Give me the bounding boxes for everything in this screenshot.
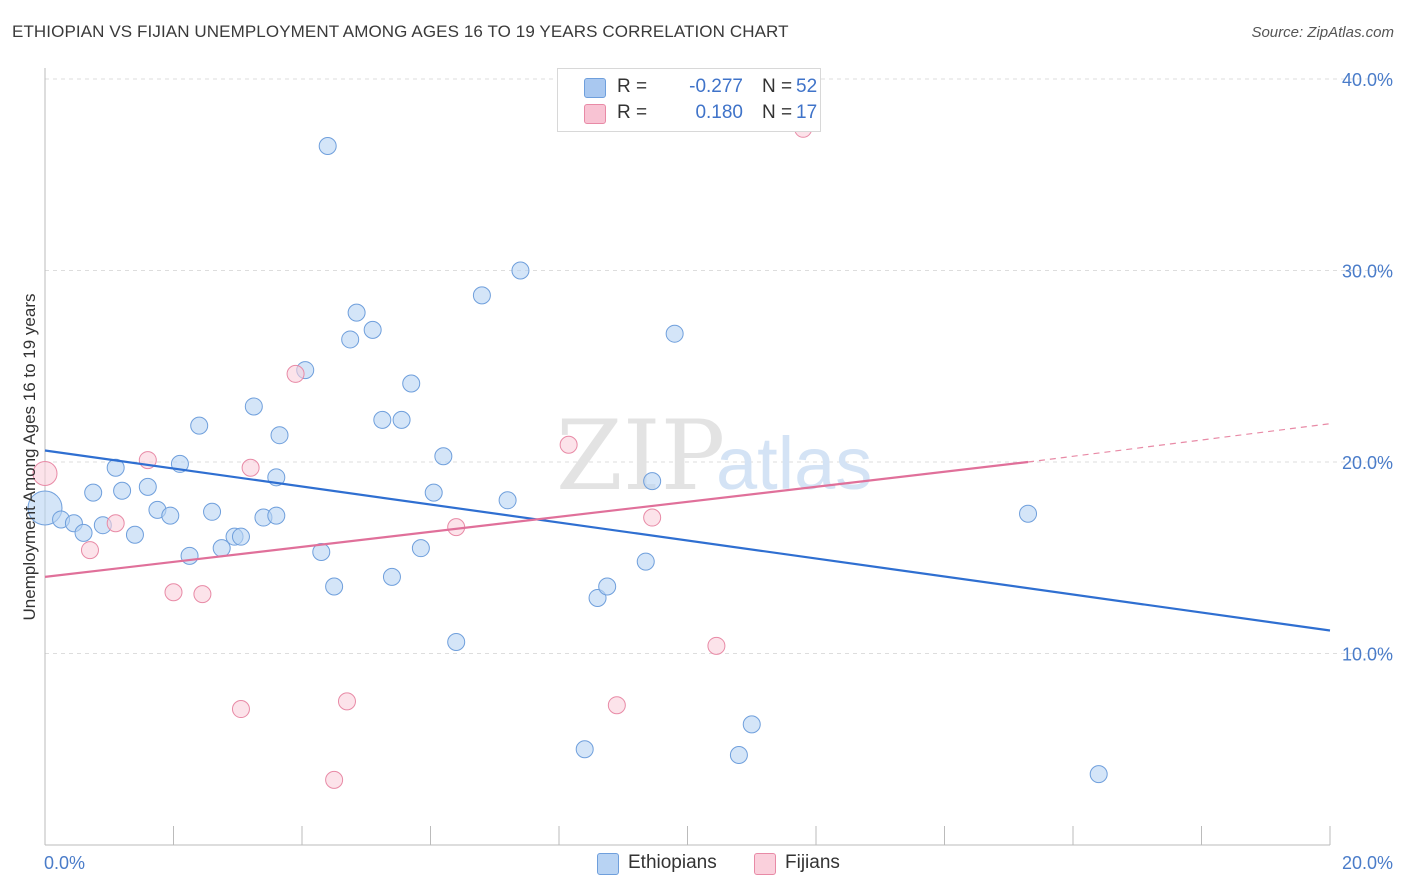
ethiopian-point	[575, 740, 594, 759]
fijian-point	[337, 692, 356, 711]
ethiopian-point	[161, 506, 180, 525]
series-label-ethiopians: Ethiopians	[628, 852, 717, 873]
fijian-point	[164, 583, 183, 602]
chart-title: ETHIOPIAN VS FIJIAN UNEMPLOYMENT AMONG A…	[12, 22, 789, 41]
legend-swatch-fijians	[584, 104, 606, 124]
legend-swatch-ethiopians	[584, 78, 606, 98]
y-tick-label: 10.0%	[1342, 645, 1393, 665]
ethiopian-point	[347, 303, 366, 322]
y-tick-label: 40.0%	[1342, 70, 1393, 90]
ethiopian-point	[402, 374, 421, 393]
ethiopian-point	[643, 472, 662, 491]
fijian-point	[106, 514, 125, 533]
source-credit: Source: ZipAtlas.com	[1251, 24, 1394, 41]
series-label-fijians: Fijians	[785, 852, 840, 873]
ethiopian-point	[318, 137, 337, 156]
series-swatch-fijians	[754, 853, 776, 875]
gridlines	[45, 78, 1392, 654]
ethiopian-point	[472, 286, 491, 305]
axes: 10.0% 20.0% 30.0% 40.0% 0.0% 20.0%	[44, 68, 1393, 873]
ethiopian-point	[84, 483, 103, 502]
legend-r-label: R =	[617, 76, 648, 97]
fijian-point	[643, 508, 662, 527]
fijian-point	[80, 541, 99, 560]
ethiopian-point	[511, 261, 530, 280]
ethiopian-point	[636, 552, 655, 571]
watermark-atlas: atlas	[716, 422, 872, 505]
ethiopian-point	[138, 477, 157, 496]
fijian-point	[707, 636, 726, 655]
legend-r-label: R =	[617, 102, 648, 123]
trend-line-fijians-projection	[1027, 423, 1331, 463]
y-axis-label: Unemployment Among Ages 16 to 19 years	[20, 294, 39, 621]
ethiopian-point	[411, 539, 430, 558]
ethiopian-point	[1089, 765, 1108, 784]
ethiopian-point	[434, 447, 453, 466]
fijian-point	[325, 770, 344, 789]
ethiopian-point	[382, 567, 401, 586]
ethiopian-point	[125, 525, 144, 544]
ethiopian-point	[74, 523, 93, 542]
fijian-point	[231, 700, 250, 719]
ethiopian-point	[1019, 504, 1038, 523]
ethiopian-point	[729, 745, 748, 764]
ethiopian-point	[203, 502, 222, 521]
ethiopian-point	[341, 330, 360, 349]
ethiopian-point	[270, 426, 289, 445]
trend-lines	[44, 423, 1331, 632]
legend-n-label: N =	[762, 102, 793, 123]
ethiopian-point	[665, 324, 684, 343]
ethiopian-point	[742, 715, 761, 734]
fijian-point	[559, 435, 578, 454]
series-swatch-ethiopians	[597, 853, 619, 875]
ethiopian-point	[598, 577, 617, 596]
ethiopian-point	[498, 491, 517, 510]
ethiopian-point	[106, 458, 125, 477]
watermark-zip: ZIP	[556, 400, 725, 512]
fijian-point	[32, 460, 58, 486]
fijian-point	[286, 364, 305, 383]
ethiopian-point	[113, 481, 132, 500]
ethiopian-point	[231, 527, 250, 546]
y-tick-label: 20.0%	[1342, 453, 1393, 473]
x-tick-label: 20.0%	[1342, 853, 1393, 873]
legend-n-label: N =	[762, 76, 793, 97]
ethiopian-point	[190, 416, 209, 435]
legend-n-value: 52	[796, 76, 818, 97]
ethiopian-point	[447, 633, 466, 652]
legend-n-value: 17	[796, 102, 818, 123]
correlation-legend: R = -0.277 N = 52 R = 0.180 N = 17	[557, 68, 821, 132]
watermark: ZIP atlas	[556, 400, 872, 512]
ethiopian-point	[392, 410, 411, 429]
ethiopian-point	[244, 397, 263, 416]
fijian-point	[193, 585, 212, 604]
y-tick-label: 30.0%	[1342, 262, 1393, 282]
fijian-point	[241, 458, 260, 477]
legend-r-value: -0.277	[689, 76, 743, 97]
trend-line-fijians	[44, 460, 1029, 578]
ethiopian-point	[373, 410, 392, 429]
ethiopian-point	[588, 588, 607, 607]
x-tick-label: 0.0%	[44, 853, 85, 873]
ethiopian-point	[267, 506, 286, 525]
legend-r-value: 0.180	[695, 102, 743, 123]
trend-line-ethiopians	[44, 449, 1331, 632]
fijian-point	[607, 696, 626, 715]
ethiopian-point	[363, 320, 382, 339]
ethiopian-point	[424, 483, 443, 502]
ethiopian-point	[325, 577, 344, 596]
